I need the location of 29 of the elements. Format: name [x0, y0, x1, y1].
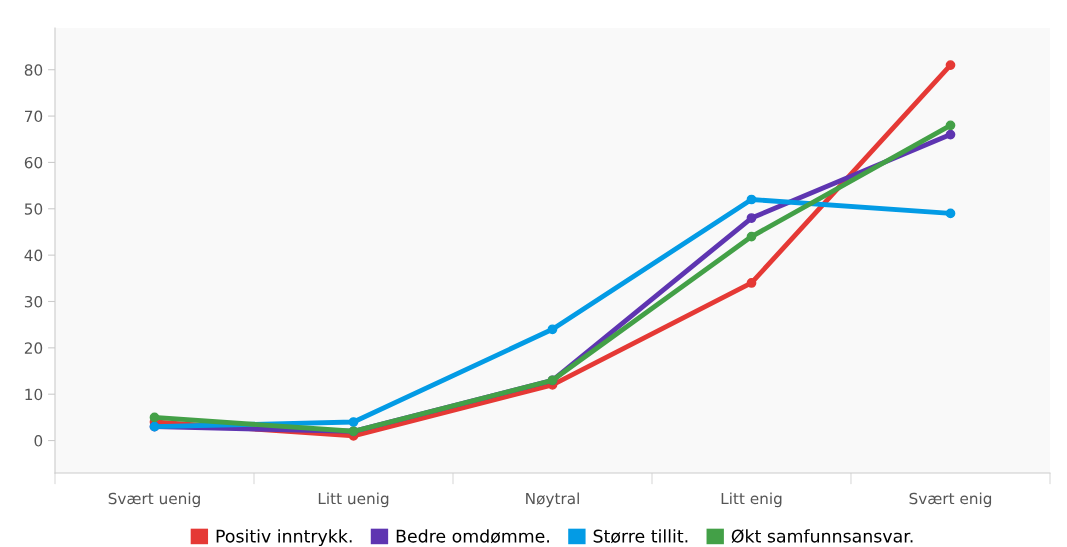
legend-label: Positiv inntrykk. — [216, 529, 352, 546]
y-tick-label: 80 — [24, 64, 43, 76]
y-tick-label: 30 — [24, 295, 43, 308]
y-tick-label: 50 — [24, 203, 43, 215]
x-tick-label: Litt enig — [721, 492, 782, 508]
point — [945, 60, 956, 70]
legend-label: Bedre omdømme. — [396, 529, 549, 544]
x-tick-label: Svært uenig — [108, 492, 200, 508]
point — [547, 324, 558, 335]
legend-label: Større tillit. — [593, 529, 688, 544]
y-tick-label: 20 — [24, 342, 43, 354]
legend-label: Økt samfunnsansvar. — [731, 529, 913, 543]
y-tick-label: 40 — [24, 249, 43, 262]
x-tick-label: Svært enig — [909, 492, 992, 508]
point — [746, 231, 757, 242]
y-tick-label: 60 — [24, 156, 43, 169]
y-tick-label: 0 — [34, 435, 43, 447]
y-tick-label: 70 — [25, 110, 43, 123]
point — [945, 129, 956, 140]
x-tick-label: Nøytral — [526, 492, 579, 508]
point — [746, 213, 757, 223]
point — [348, 417, 359, 427]
y-tick-label: 10 — [25, 388, 43, 401]
x-tick-label: Litt uenig — [318, 492, 389, 508]
point — [945, 120, 956, 131]
point — [746, 278, 757, 288]
point — [746, 194, 757, 205]
point — [149, 412, 160, 423]
point — [945, 208, 956, 219]
